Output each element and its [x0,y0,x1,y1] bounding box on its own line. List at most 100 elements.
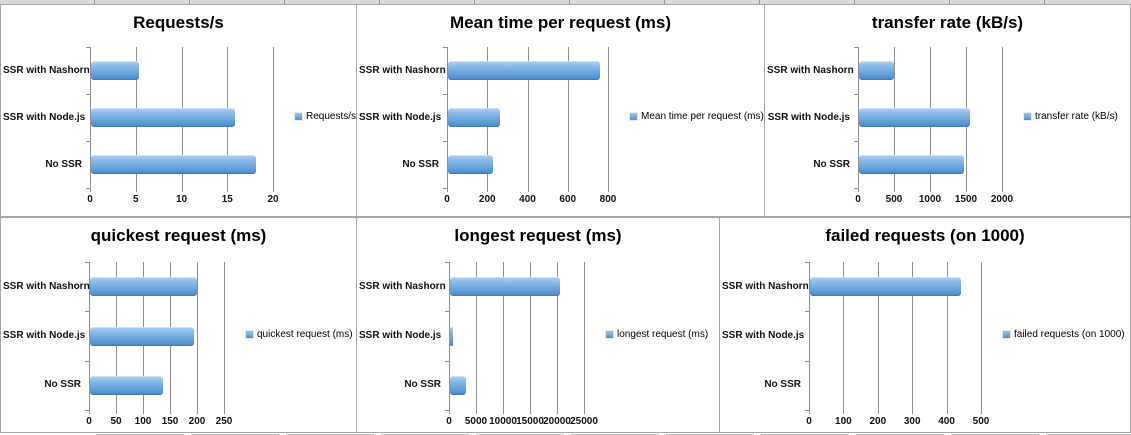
x-tick-label: 200 [478,194,496,205]
x-tick-label: 0 [87,194,93,205]
legend-label: quickest request (ms) [257,329,353,340]
x-axis-tick [608,188,609,192]
gridline [197,262,198,410]
chart-panel-requests-per-second: Requests/s 0 5 10 15 20 SSR with Nashorn SSR wi… [0,4,357,217]
bar-ssr-with-nashorn [90,277,197,296]
legend-label: Requests/s [306,111,357,122]
bar-ssr-with-nashorn [450,277,560,296]
gridline [503,262,504,410]
x-axis-tick [181,188,183,192]
y-axis-tick [805,311,809,312]
category-label: No SSR [813,159,850,170]
legend: longest request (ms) [606,329,708,340]
bar-ssr-with-nashorn [91,61,139,80]
bar-ssr-with-node-js [90,327,194,346]
legend: Mean time per request (ms) [630,111,764,122]
x-tick-label: 5 [132,194,139,205]
legend-label: transfer rate (kB/s) [1035,111,1118,122]
gridline [530,262,531,410]
x-axis-tick [135,188,137,192]
x-tick-label: 500 [885,194,903,205]
bar-ssr-with-node-js [91,108,235,127]
chart-title: transfer rate (kB/s) [871,13,1024,32]
bar-ssr-with-nashorn [448,61,600,80]
x-axis-tick [143,410,144,414]
spreadsheet-grid-sliver-top [0,0,1131,4]
gridline [476,262,477,410]
legend-label: longest request (ms) [617,329,709,340]
x-axis-tick [912,410,914,414]
y-axis-tick [854,188,858,189]
chart-title: longest request (ms) [454,226,622,245]
chart-panel-quickest-request: quickest request (ms) 0 50 100 150 200 250 SSR … [0,217,357,433]
chart-title: Mean time per request (ms) [449,13,672,32]
x-tick-label: 100 [835,416,852,427]
x-axis-tick [227,188,229,192]
legend-swatch-icon [1003,331,1010,338]
chart-title: failed requests (on 1000) [825,226,1025,245]
x-tick-label: 50 [110,416,122,427]
y-axis-tick [805,262,809,263]
bar-ssr-with-nashorn [810,277,961,296]
x-tick-label: 2000 [990,194,1014,205]
y-axis-tick [85,262,89,263]
x-axis-tick [503,410,504,414]
x-tick-label: 15 [221,194,233,205]
x-tick-label: 5000 [464,416,488,427]
chart-panel-mean-time-per-request: Mean time per request (ms) 0 200 400 600 800 S… [357,4,765,217]
bar-ssr-with-node-js [859,108,970,127]
x-tick-label: 300 [903,416,921,427]
x-tick-label: 250 [215,416,233,427]
gridline [608,47,609,188]
y-axis-tick [805,410,809,411]
legend: transfer rate (kB/s) [1024,111,1118,122]
gridline [843,262,845,410]
y-axis-tick [86,94,90,95]
chart-panel-longest-request: longest request (ms) 0 5000 10000 15000 20000… [357,217,720,433]
x-axis-tick [894,188,895,192]
y-axis-tick [443,188,447,189]
x-tick-label: 15000 [516,416,544,427]
x-tick-label: 200 [869,416,887,427]
category-label: SSR with Node.js [359,330,442,341]
x-axis-tick [116,410,117,414]
x-axis-tick [487,188,489,192]
legend-swatch-icon [295,113,302,120]
category-label: SSR with Nashorn [359,65,446,76]
legend-swatch-icon [1024,113,1031,120]
bar-ssr-with-node-js [450,327,453,346]
gridline [584,262,585,410]
legend: Requests/s [295,111,356,122]
x-tick-label: 0 [444,194,450,205]
x-axis-tick [946,410,948,414]
y-axis-tick [86,47,90,48]
y-axis-tick [445,361,449,362]
bar-no-ssr [91,155,256,174]
x-tick-label: 400 [519,194,536,205]
x-axis-tick [170,410,171,414]
y-axis-tick [86,188,90,189]
category-label: No SSR [764,379,801,390]
x-tick-label: 500 [972,416,990,427]
chart-row-top: Requests/s 0 5 10 15 20 SSR with Nashorn SSR wi… [0,4,1131,217]
bar-no-ssr [450,376,466,395]
category-label: SSR with Nashorn [359,281,446,292]
x-tick-label: 400 [938,416,955,427]
chart-row-bottom: quickest request (ms) 0 50 100 150 200 250 SSR … [0,217,1131,433]
gridline [273,47,274,188]
gridline [224,262,225,410]
x-tick-label: 1000 [918,194,942,205]
bar-ssr-with-nashorn [859,61,894,80]
x-tick-label: 10 [175,194,188,205]
x-tick-label: 10000 [489,416,517,427]
x-axis-tick [584,410,585,414]
gridline [1002,47,1003,188]
category-label: No SSR [45,159,82,170]
category-label: SSR with Nashorn [3,281,90,292]
legend-swatch-icon [246,331,253,338]
x-tick-label: 0 [806,416,812,427]
gridline [567,47,569,188]
legend-swatch-icon [630,113,637,120]
x-axis-tick [527,188,529,192]
y-axis-tick [445,262,449,263]
